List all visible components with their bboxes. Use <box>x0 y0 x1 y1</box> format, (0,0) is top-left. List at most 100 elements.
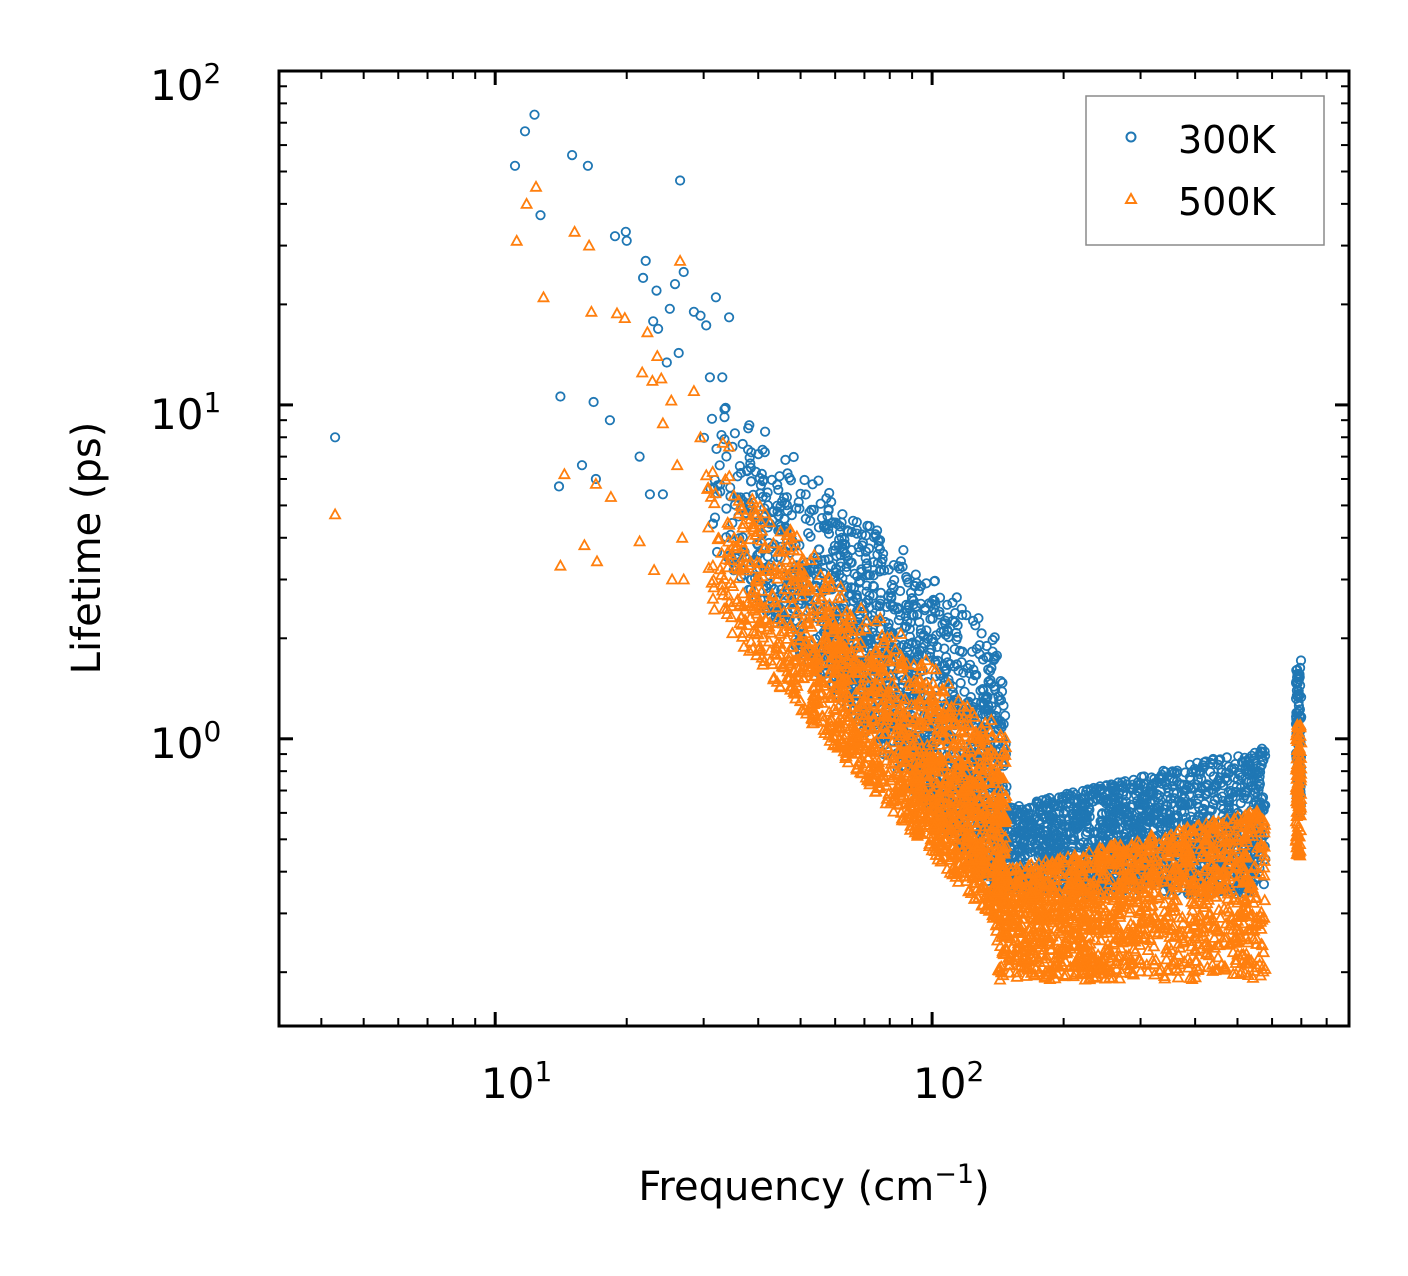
data-point-500k <box>806 602 821 614</box>
data-point-300k <box>861 563 872 574</box>
data-point-300k <box>1056 814 1067 825</box>
data-point-300k <box>1122 815 1133 826</box>
data-point-300k <box>753 448 764 460</box>
data-point-500k <box>919 653 933 666</box>
data-point-500k <box>783 523 797 535</box>
data-point-500k <box>913 673 927 686</box>
data-point-300k <box>1167 766 1178 777</box>
data-point-500k <box>853 645 867 658</box>
data-point-500k <box>894 648 908 661</box>
data-point-500k <box>510 233 524 246</box>
data-point-300k <box>774 471 785 482</box>
data-point-300k <box>924 647 936 658</box>
data-point-300k <box>883 618 894 629</box>
data-point-300k <box>995 675 1006 687</box>
data-point-300k <box>931 630 942 641</box>
data-point-300k <box>1179 793 1190 804</box>
data-point-500k <box>817 583 832 595</box>
data-point-300k <box>856 564 867 575</box>
data-point-300k <box>901 642 913 653</box>
data-point-300k <box>989 651 1001 662</box>
data-point-500k <box>675 530 689 543</box>
data-point-500k <box>715 577 729 590</box>
data-point-300k <box>900 611 912 622</box>
data-point-300k <box>1161 779 1172 790</box>
data-point-300k <box>1044 848 1055 859</box>
data-point-500k <box>732 571 746 584</box>
data-point-500k <box>780 528 794 540</box>
data-point-500k <box>791 604 805 616</box>
data-point-300k <box>794 503 805 514</box>
data-point-300k <box>895 610 906 621</box>
data-point-300k <box>1104 830 1115 841</box>
data-point-300k <box>846 582 857 593</box>
data-point-500k <box>557 467 571 480</box>
data-point-500k <box>589 477 603 489</box>
data-point-300k <box>1088 782 1099 794</box>
data-point-500k <box>707 496 721 509</box>
data-point-300k <box>648 316 659 327</box>
data-point-300k <box>833 534 845 545</box>
data-point-500k <box>760 564 774 576</box>
data-point-300k <box>669 278 681 290</box>
data-point-300k <box>851 517 862 528</box>
data-point-300k <box>818 521 830 532</box>
data-point-500k <box>715 546 729 558</box>
data-point-500k <box>854 751 868 764</box>
data-point-500k <box>873 611 887 623</box>
data-point-300k <box>912 609 923 620</box>
data-point-300k <box>925 613 936 625</box>
data-point-300k <box>908 599 919 610</box>
data-point-300k <box>868 556 879 568</box>
data-point-300k <box>1106 779 1117 790</box>
data-point-500k <box>693 430 708 443</box>
data-point-500k <box>902 728 916 740</box>
data-point-500k <box>869 614 883 627</box>
data-point-500k <box>721 560 735 573</box>
data-point-300k <box>709 512 721 523</box>
data-point-300k <box>949 617 961 628</box>
data-point-500k <box>827 701 841 714</box>
data-point-500k <box>722 439 736 452</box>
data-point-300k <box>977 654 989 665</box>
data-point-300k <box>754 472 765 484</box>
data-point-500k <box>929 662 943 675</box>
data-point-300k <box>1099 822 1110 833</box>
data-point-500k <box>687 384 701 397</box>
data-point-300k <box>780 454 791 465</box>
data-point-500k <box>763 653 777 666</box>
data-point-300k <box>953 665 964 676</box>
data-point-500k <box>859 622 873 634</box>
data-point-500k <box>705 575 719 588</box>
data-point-300k <box>957 609 968 621</box>
data-point-300k <box>640 255 651 266</box>
data-point-500k <box>824 654 838 666</box>
data-point-300k <box>955 677 966 689</box>
data-point-300k <box>695 310 706 321</box>
data-point-300k <box>781 499 793 511</box>
data-point-500k <box>934 725 948 738</box>
data-point-500k <box>706 465 720 477</box>
data-point-500k <box>827 730 841 743</box>
data-point-500k <box>961 755 975 768</box>
data-point-300k <box>1189 763 1200 774</box>
data-point-300k <box>1026 828 1038 839</box>
data-point-300k <box>329 432 341 443</box>
data-point-300k <box>678 266 689 278</box>
data-point-300k <box>1076 799 1087 811</box>
data-point-500k <box>894 627 908 639</box>
data-point-300k <box>1192 788 1203 799</box>
data-point-500k <box>822 728 836 740</box>
data-point-300k <box>877 553 888 565</box>
data-point-300k <box>983 676 994 687</box>
data-point-300k <box>1295 655 1307 666</box>
data-point-500k <box>854 601 868 614</box>
data-point-500k <box>757 541 771 554</box>
data-point-500k <box>751 627 765 640</box>
data-point-500k <box>830 604 844 617</box>
data-point-500k <box>896 738 910 750</box>
data-point-300k <box>745 476 757 487</box>
data-point-500k <box>937 850 951 862</box>
data-point-300k <box>1231 781 1242 792</box>
